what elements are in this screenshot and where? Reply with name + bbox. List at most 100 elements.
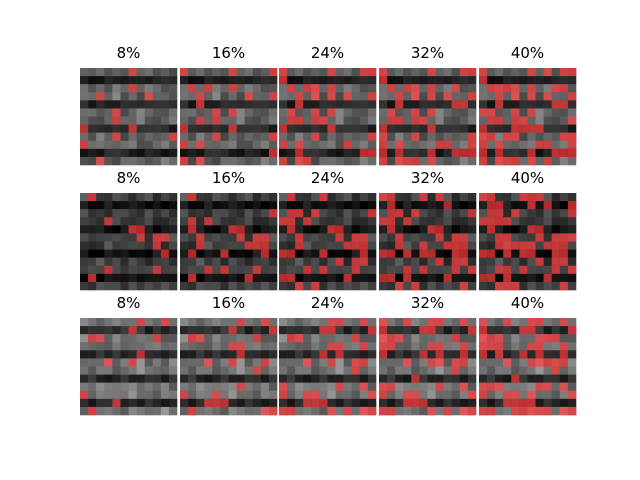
mask-cell [527,84,536,93]
texture-cell [427,100,436,109]
texture-cell [88,148,97,158]
texture-cell [120,390,129,400]
texture-cell [367,124,377,133]
mask-cell [403,390,412,400]
texture-cell [260,140,270,150]
mask-cell [367,92,377,101]
texture-cell [559,124,569,133]
texture-cell [120,193,129,202]
texture-cell [96,326,105,335]
mask-cell [196,334,205,343]
texture-cell [120,406,129,416]
texture-cell [152,406,162,416]
texture-cell [136,148,145,158]
texture-cell [260,156,270,166]
texture-cell [160,201,170,210]
mask-cell [279,76,288,85]
texture-cell [168,108,178,117]
texture-cell [451,342,461,351]
texture-cell [567,342,577,351]
texture-cell [451,390,461,400]
texture-cell [479,257,488,267]
texture-cell [527,281,536,291]
mask-cell [527,342,536,351]
texture-cell [120,124,129,133]
texture-cell [367,342,377,351]
texture-cell [395,342,404,351]
texture-cell [212,241,221,250]
mask-cell [287,193,296,202]
texture-cell [359,140,369,150]
texture-cell [188,382,197,392]
texture-cell [567,241,577,250]
texture-cell [295,382,304,392]
mask-cell [459,233,469,242]
texture-cell [435,148,444,158]
texture-cell [551,390,561,400]
texture-cell [96,233,105,242]
texture-cell [387,281,396,291]
panel-title: 8% [117,169,141,187]
texture-cell [567,273,577,283]
texture-cell [311,193,320,202]
texture-cell [303,92,312,101]
texture-cell [279,334,288,343]
texture-cell [220,382,229,392]
texture-cell [144,156,154,166]
texture-cell [303,116,312,125]
texture-cell [80,281,89,291]
mask-cell [359,382,369,392]
texture-cell [180,249,189,258]
texture-cell [236,92,245,101]
mask-cell [303,398,312,408]
texture-cell [367,225,377,234]
texture-cell [519,225,528,234]
texture-cell [136,406,145,416]
texture-cell [519,132,528,142]
texture-cell [120,201,129,210]
mask-cell [535,406,544,416]
mask-cell [387,334,396,343]
texture-cell [196,84,205,93]
texture-cell [220,84,229,93]
mask-cell [395,116,404,125]
texture-cell [295,265,304,275]
texture-cell [196,406,205,416]
mask-cell [443,201,453,210]
texture-cell [319,92,328,101]
mask-cell [503,84,512,93]
texture-cell [104,116,113,125]
panel-r3-c3: 24% [279,294,377,416]
mask-cell [567,116,577,125]
texture-cell [367,281,377,291]
mask-cell [359,148,369,158]
mask-cell [567,92,577,101]
texture-cell [427,193,436,202]
mask-cell [188,334,197,343]
texture-cell [180,334,189,343]
texture-cell [212,201,221,210]
texture-cell [236,374,245,383]
texture-cell [152,342,162,351]
texture-cell [335,193,344,202]
texture-cell [96,76,105,85]
texture-cell [180,382,189,392]
texture-cell [112,342,121,351]
texture-cell [136,116,145,125]
texture-cell [403,100,412,109]
texture-cell [487,76,496,85]
texture-cell [228,233,237,242]
mask-cell [559,281,569,291]
mask-cell [295,92,304,101]
texture-cell [160,108,170,117]
texture-cell [511,100,520,109]
mask-cell [260,241,270,250]
mask-cell [351,366,361,375]
texture-cell [519,217,528,226]
texture-cell [295,273,304,283]
texture-cell [88,124,97,133]
texture-cell [168,249,178,258]
texture-cell [367,140,377,150]
texture-cell [260,374,270,383]
texture-cell [551,406,561,416]
